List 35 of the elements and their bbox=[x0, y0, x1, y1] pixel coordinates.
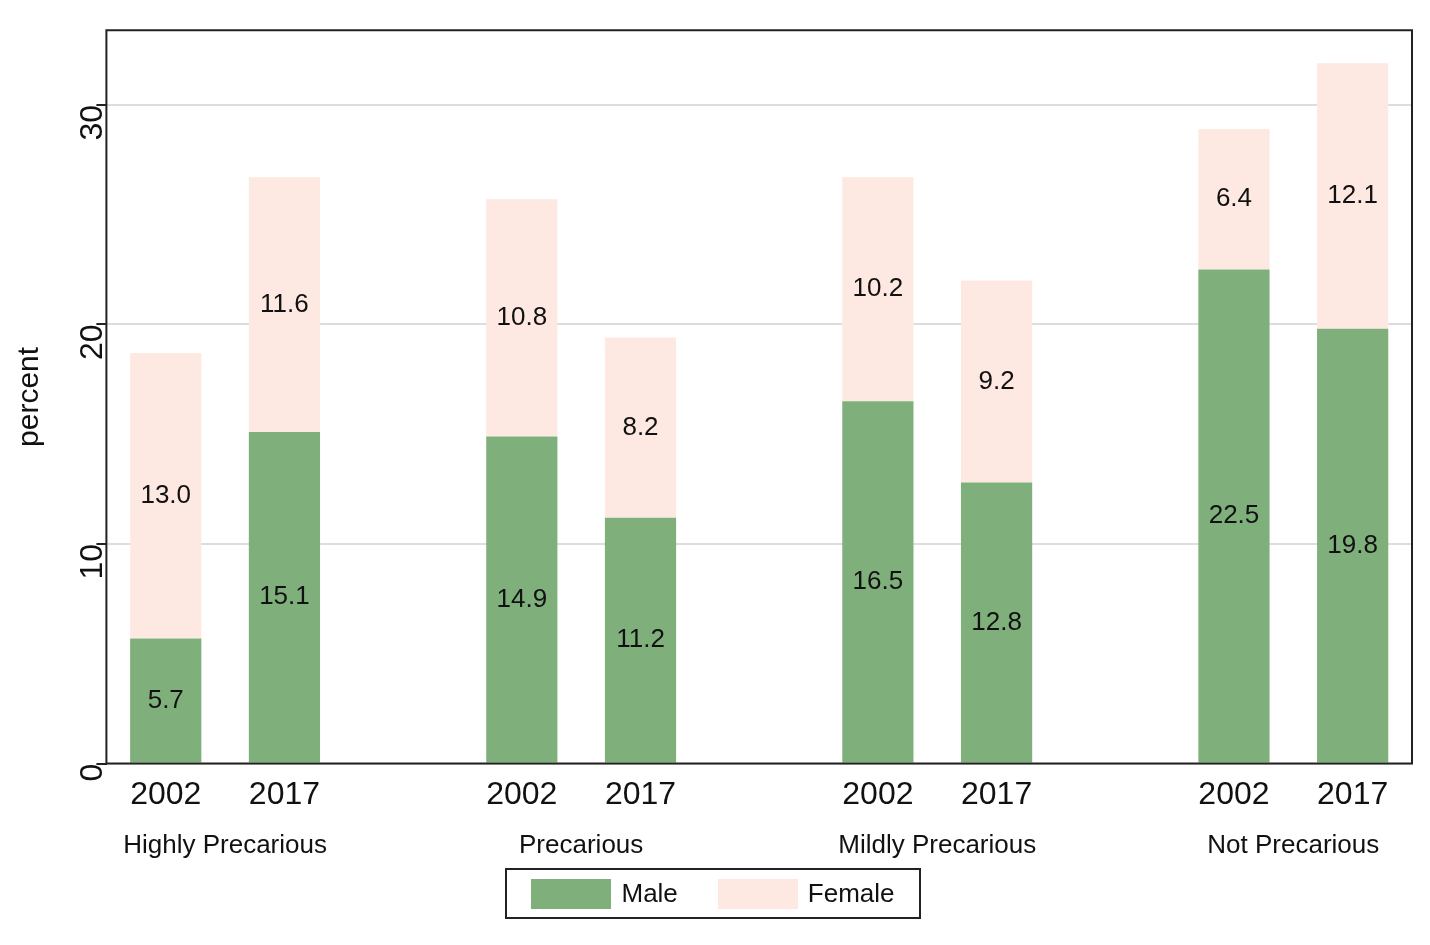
data-label: 9.2 bbox=[978, 364, 1015, 395]
x-tick-label: 2002 bbox=[842, 774, 914, 811]
data-label: 14.9 bbox=[496, 582, 548, 613]
legend-label: Male bbox=[621, 878, 678, 909]
data-label: 10.8 bbox=[496, 301, 548, 332]
data-label: 22.5 bbox=[1208, 499, 1260, 530]
x-tick-label: 2017 bbox=[248, 774, 321, 811]
text: Highly Precarious bbox=[123, 829, 327, 860]
y-tick-label: 0 bbox=[73, 763, 110, 782]
x-tick-label: 2017 bbox=[604, 774, 677, 811]
data-label: 13.0 bbox=[140, 478, 192, 509]
data-label: 6.4 bbox=[1215, 182, 1253, 213]
y-tick-label: 20 bbox=[73, 324, 110, 361]
text: Precarious bbox=[519, 829, 644, 860]
y-axis-title: percent bbox=[11, 346, 45, 447]
data-label: 16.5 bbox=[852, 565, 904, 596]
data-label: 8.2 bbox=[622, 410, 659, 441]
data-label: 11.2 bbox=[616, 623, 665, 654]
data-label: 11.6 bbox=[260, 287, 309, 318]
text: Mildly Precarious bbox=[838, 829, 1037, 860]
legend-label: Female bbox=[807, 878, 895, 909]
data-label: 12.8 bbox=[971, 605, 1022, 636]
x-tick-label: 2002 bbox=[486, 774, 558, 811]
x-tick-label: 2017 bbox=[1317, 774, 1389, 811]
text: Not Precarious bbox=[1207, 829, 1380, 860]
data-label: 10.2 bbox=[852, 272, 904, 303]
data-label: 15.1 bbox=[259, 580, 310, 611]
y-tick-label: 30 bbox=[73, 104, 110, 141]
x-tick-label: 2002 bbox=[1198, 774, 1270, 811]
data-label: 5.7 bbox=[147, 683, 184, 714]
data-label: 12.1 bbox=[1327, 179, 1378, 210]
x-tick-label: 2017 bbox=[960, 774, 1033, 811]
data-label: 19.8 bbox=[1327, 528, 1378, 559]
y-tick-label: 10 bbox=[73, 544, 110, 580]
x-tick-label: 2002 bbox=[130, 774, 202, 811]
